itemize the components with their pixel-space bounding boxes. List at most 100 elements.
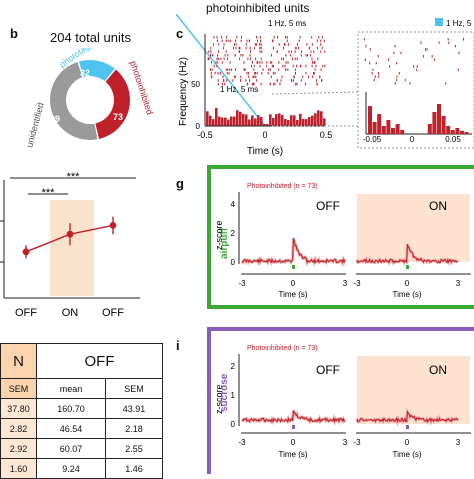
psth-bar: [242, 113, 245, 126]
stats-table: N OFF SEM mean SEM 37.80 160.70 43.91 2.…: [0, 343, 163, 479]
stim-marker: [292, 265, 295, 269]
condition-label: sucrose: [219, 373, 230, 412]
trace-mean: [241, 410, 346, 424]
table-cell: 1.60: [0, 458, 37, 479]
stim-marker: [406, 265, 409, 269]
y-tick-label: 0: [231, 258, 236, 267]
x-tick-label: 0: [291, 438, 296, 447]
x-tick-label: OFF: [102, 307, 124, 319]
spike-raster: [207, 36, 326, 86]
table-cell: 2.82: [0, 418, 37, 439]
segment-count-unidentified: 99: [50, 114, 60, 124]
psth-bar: [299, 113, 302, 126]
psth-bar: [227, 119, 230, 126]
off-label: OFF: [316, 199, 340, 213]
psth-bar: [206, 111, 209, 126]
x-tick-label: ON: [62, 307, 79, 319]
table-cell: 43.91: [105, 398, 163, 419]
page-header-title: photoinhibited units: [206, 1, 310, 15]
on-label: ON: [429, 363, 447, 377]
panel-c-chart: 1 Hz, 5 ms 1 Hz, 5 ms 1 Hz, 5 ms 0 50 Fr…: [176, 14, 474, 157]
inset-histogram: [363, 38, 472, 135]
psth-bar: [254, 118, 257, 126]
x-tick-label: -3: [238, 438, 246, 447]
y-tick-label: 0: [196, 122, 201, 131]
stim-label-mid: 1 Hz, 5 ms: [220, 85, 258, 94]
z-score-trace-on: [355, 243, 459, 267]
stim-marker: [176, 14, 266, 127]
donut-segment-photoinhibited: [95, 69, 130, 139]
trace-mean: [356, 410, 459, 424]
panel-c-letter: c: [176, 26, 184, 41]
off-label: OFF: [316, 363, 340, 377]
z-score-trace-off: [241, 409, 346, 426]
y-axis-label: z-score: [214, 220, 224, 250]
stim-label-top: 1 Hz, 5 ms: [268, 19, 306, 28]
psth-bar: [257, 115, 260, 126]
inset-bar: [450, 130, 455, 134]
segment-count-photoinhibited: 73: [113, 112, 123, 122]
table-cell: 1.46: [105, 458, 163, 479]
inset-frame: [357, 31, 474, 149]
stim-marker: [406, 425, 409, 429]
inset-bar: [381, 126, 386, 134]
table-cell: 9.24: [35, 458, 107, 479]
table-subheader: SEM: [0, 378, 37, 399]
table-cell: 2.18: [105, 418, 163, 439]
psth-bar: [305, 119, 308, 126]
x-tick-label: 0: [291, 279, 296, 288]
x-tick-label: OFF: [15, 307, 37, 319]
x-tick-label: 0: [405, 279, 410, 288]
legend-label: 1 Hz, 5 ms: [446, 19, 474, 28]
legend-swatch: [435, 18, 443, 26]
trace-mean: [356, 243, 459, 264]
psth-bar: [233, 116, 236, 126]
on-shading: [357, 194, 470, 262]
panel-g-frame: [207, 165, 474, 309]
table-off-header: OFF: [36, 343, 163, 379]
x-tick-label: -3: [353, 279, 361, 288]
psth-bar: [287, 119, 290, 126]
inset-bar: [386, 120, 391, 134]
trace-mean: [241, 237, 346, 265]
psth-bar: [290, 115, 293, 126]
x-tick-label: 3: [456, 279, 461, 288]
psth-bar: [245, 114, 248, 126]
on-label: ON: [429, 199, 447, 213]
stats-point: [22, 248, 30, 256]
psth-bar: [239, 111, 242, 126]
psth-bar: [308, 116, 311, 126]
on-shading: [50, 200, 94, 296]
inset-bar: [446, 126, 451, 134]
table-cell: 37.80: [0, 398, 37, 419]
psth-bar: [320, 111, 323, 126]
y-tick-label: 1: [231, 391, 236, 400]
psth-bar: [260, 116, 263, 126]
inset-bar: [372, 122, 377, 134]
y-tick-label: 4: [231, 200, 236, 209]
inset-bar: [368, 106, 372, 134]
z-score-trace-off: [241, 237, 347, 268]
psth-bar: [275, 114, 278, 126]
plot-title: Photoinhibited (n = 73): [247, 345, 318, 352]
table-cell: 2.55: [105, 438, 163, 459]
psth-bar: [317, 110, 320, 126]
table-cell: 46.54: [35, 418, 107, 439]
table-cell: 2.92: [0, 438, 37, 459]
psth-bar: [302, 119, 305, 126]
psth-bar: [224, 117, 227, 126]
panel-g-chart: airpuff Photoinhibited (n = 73) OFF ON z…: [207, 165, 474, 309]
psth-histogram: [206, 108, 326, 126]
psth-bar: [311, 115, 314, 126]
x-tick-label: 0.5: [320, 130, 333, 140]
psth-bar: [221, 117, 224, 126]
psth-bar: [263, 124, 266, 126]
psth-bar: [215, 108, 218, 126]
significance-marker: ***: [42, 187, 56, 199]
stim-marker: [292, 425, 295, 429]
x-axis-label: Time (s): [278, 450, 307, 459]
y-axis-label: Frequency (Hz): [178, 57, 189, 126]
x-tick-label: -0.5: [197, 130, 213, 140]
plot-title: Photoinhibited (n = 73): [247, 183, 318, 190]
psth-bar: [212, 119, 215, 126]
